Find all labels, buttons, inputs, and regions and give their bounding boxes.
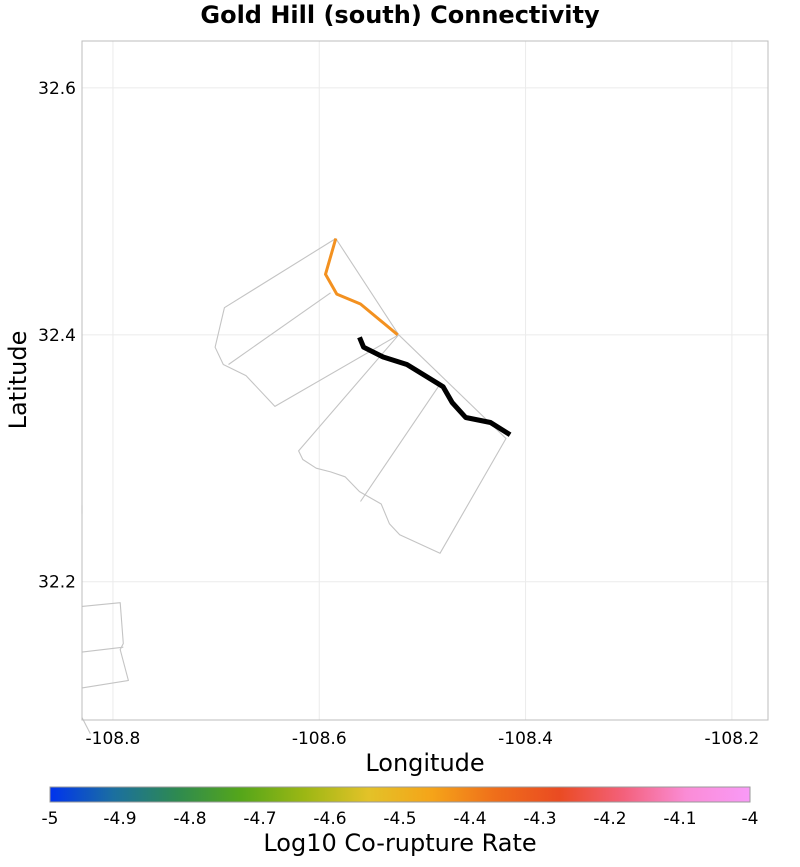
colorbar-tick-label: -5 — [42, 809, 59, 829]
fault-outline — [214, 238, 400, 407]
fault-outline — [360, 383, 441, 502]
plot-border — [81, 40, 769, 721]
x-tick-label: -108.6 — [292, 729, 347, 749]
fault-outline — [81, 646, 124, 653]
colorbar-tick-label: -4.2 — [593, 809, 626, 829]
colorbar-label: Log10 Co-rupture Rate — [263, 829, 537, 857]
connected-fault-trace — [324, 238, 399, 336]
colorbar-tick-label: -4.5 — [383, 809, 416, 829]
colorbar-tick-label: -4.1 — [663, 809, 696, 829]
colorbar-tick-labels: -5 -4.9 -4.8 -4.7 -4.6 -4.5 -4.4 -4.3 -4.2 -4.1 -4 — [42, 809, 759, 829]
x-tick-label: -108.8 — [86, 729, 141, 749]
x-axis-label: Longitude — [365, 749, 485, 777]
x-tick-labels: -108.8 -108.6 -108.4 -108.2 — [86, 729, 760, 749]
selected-fault-trace — [357, 336, 512, 437]
colorbar-tick-label: -4.8 — [173, 809, 206, 829]
colorbar-tick-label: -4.9 — [103, 809, 136, 829]
fault-outline — [228, 292, 331, 365]
colorbar-tick-label: -4.4 — [453, 809, 486, 829]
colorbar-tick-label: -4.7 — [243, 809, 276, 829]
x-tick-label: -108.2 — [704, 729, 759, 749]
y-tick-label: 32.2 — [38, 573, 76, 593]
colorbar-tick-label: -4.6 — [313, 809, 346, 829]
rupture-traces — [324, 238, 512, 437]
colorbar-tick-label: -4 — [742, 809, 759, 829]
y-tick-label: 32.6 — [38, 79, 76, 99]
fault-outline — [298, 334, 507, 554]
x-tick-label: -108.4 — [498, 729, 553, 749]
grid-lines — [82, 41, 768, 720]
colorbar-tick-label: -4.3 — [523, 809, 556, 829]
y-axis-label: Latitude — [4, 330, 32, 430]
chart-title: Gold Hill (south) Connectivity — [200, 1, 600, 29]
y-tick-labels: 32.2 32.4 32.6 — [38, 79, 76, 593]
fault-outline — [81, 602, 129, 689]
y-tick-label: 32.4 — [38, 326, 76, 346]
colorbar — [49, 786, 751, 803]
fault-outlines — [81, 238, 507, 734]
